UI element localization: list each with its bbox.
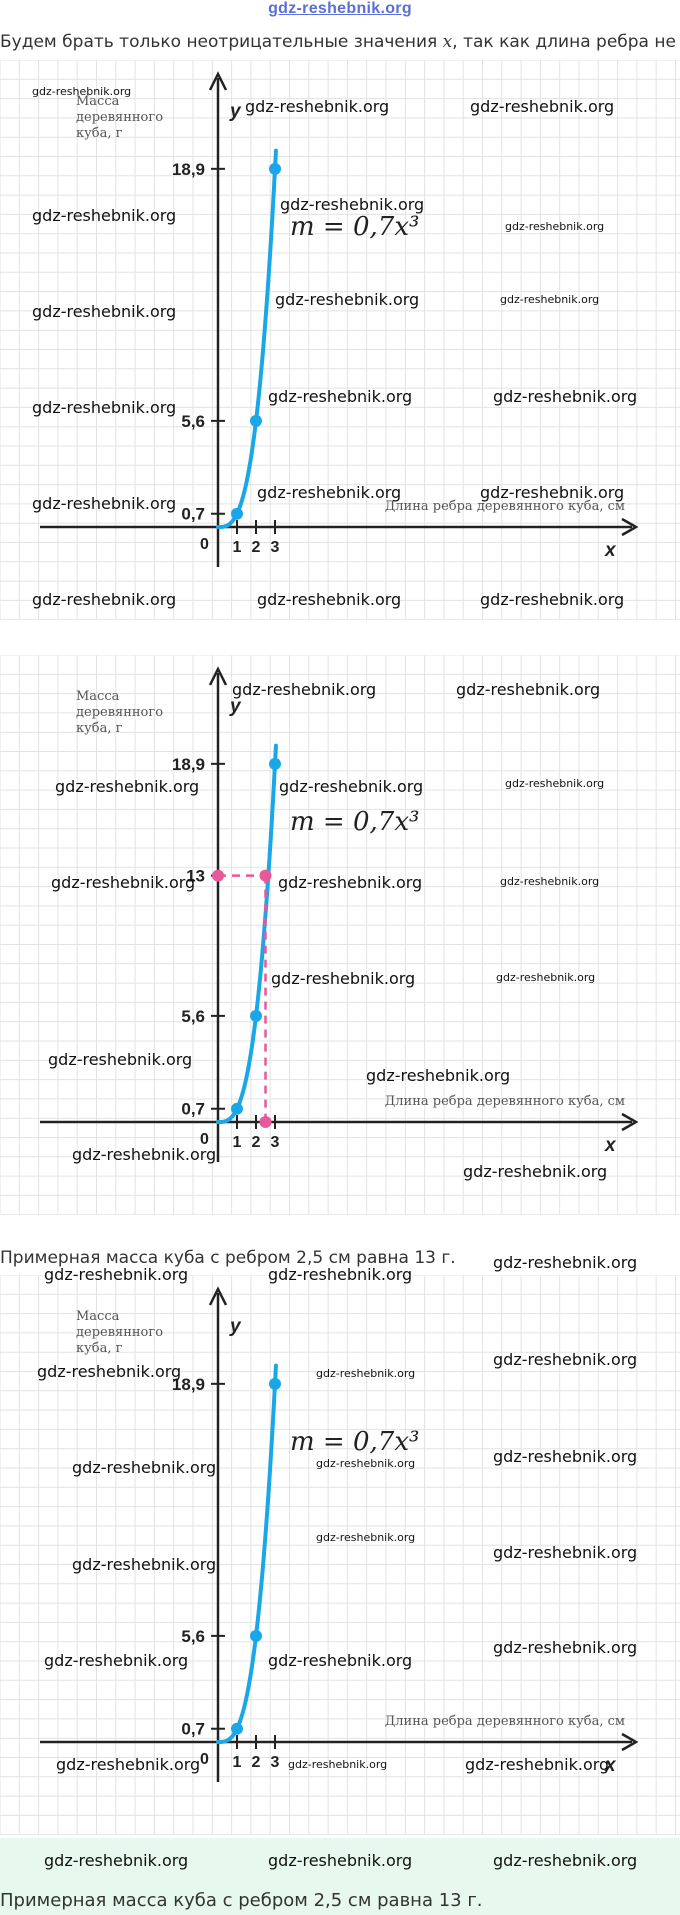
x-axis-name: x	[604, 1755, 617, 1776]
data-point	[231, 1722, 243, 1735]
x-axis-name: x	[604, 1135, 617, 1156]
x-tick-label: 1	[233, 1134, 242, 1151]
x-label: Длина ребра деревянного куба, см	[385, 1714, 625, 1729]
y-tick-label: 5,6	[181, 1627, 205, 1646]
y-label-line: куба, г	[76, 126, 123, 141]
origin-label: 0	[200, 536, 209, 553]
x-label: Длина ребра деревянного куба, см	[385, 1094, 625, 1109]
grid	[0, 1275, 680, 1835]
highlight-y-point	[212, 869, 224, 882]
x-tick-label: 2	[252, 1754, 261, 1771]
x-tick-label: 3	[271, 1134, 280, 1151]
x-tick-label: 2	[252, 539, 261, 556]
data-point	[250, 1009, 262, 1022]
x-tick-label: 1	[233, 1754, 242, 1771]
y-label-line: куба, г	[76, 721, 123, 736]
data-point	[250, 1629, 262, 1642]
grid	[0, 60, 680, 620]
x-axis-arrow	[621, 1732, 639, 1752]
y-tick-label: 18,9	[172, 160, 205, 179]
data-point	[231, 1102, 243, 1115]
y-tick-label: 18,9	[172, 755, 205, 774]
highlight-x-point	[259, 1116, 272, 1128]
y-label-line: деревянного	[76, 1325, 163, 1340]
y-label-line: деревянного	[76, 110, 163, 125]
y-tick-label: 5,6	[181, 412, 205, 431]
y-axis-name: y	[229, 1316, 242, 1337]
x-tick-label: 1	[233, 539, 242, 556]
x-axis-name: x	[604, 540, 617, 561]
y-tick-label: 0,7	[181, 1100, 205, 1119]
curve	[216, 743, 278, 1124]
highlight-curve-point	[259, 869, 272, 882]
y-tick-label: 0,7	[181, 1720, 205, 1739]
x-axis-arrow	[621, 1112, 639, 1132]
formula: m = 0,7x³	[290, 212, 419, 242]
graph-2: y x Масса деревянного куба, г Длина ребра дер…	[0, 655, 680, 1215]
y-label-line: куба, г	[76, 1341, 123, 1356]
y-label-line: Масса	[76, 94, 120, 109]
y-tick-label: 5,6	[181, 1007, 205, 1026]
origin-label: 0	[200, 1751, 209, 1768]
y-label-line: Масса	[76, 689, 120, 704]
curve	[216, 148, 278, 529]
data-point	[269, 1377, 281, 1390]
y-tick-label: 18,9	[172, 1375, 205, 1394]
y-label-line: деревянного	[76, 705, 163, 720]
answer-band	[0, 1838, 680, 1915]
x-tick-label: 2	[252, 1134, 261, 1151]
y-tick-label: 13	[186, 867, 205, 886]
data-point	[231, 507, 243, 520]
origin-label: 0	[200, 1131, 209, 1148]
curve	[216, 1363, 278, 1744]
answer-text-2: Примерная масса куба с ребром 2,5 см рав…	[0, 1890, 483, 1911]
intro-text: Будем брать только неотрицательные значе…	[0, 32, 680, 52]
intro-text-tail: , так как длина ребра не	[452, 32, 676, 52]
data-point	[269, 162, 281, 175]
data-point	[250, 414, 262, 427]
y-axis-arrow	[208, 71, 228, 91]
data-point	[269, 757, 281, 770]
answer-text-1: Примерная масса куба с ребром 2,5 см рав…	[0, 1248, 456, 1268]
graph-3: y x Масса деревянного куба, г Длина ребра дер…	[0, 1275, 680, 1835]
y-axis-arrow	[208, 666, 228, 686]
x-tick-label: 3	[271, 539, 280, 556]
y-tick-label: 0,7	[181, 505, 205, 524]
y-axis-arrow	[208, 1286, 228, 1306]
top-watermark[interactable]: gdz-reshebnik.org	[268, 0, 412, 17]
x-label: Длина ребра деревянного куба, см	[385, 499, 625, 514]
y-axis-name: y	[229, 696, 242, 717]
x-axis-arrow	[621, 517, 639, 537]
grid	[0, 655, 680, 1215]
formula: m = 0,7x³	[290, 807, 419, 837]
y-label-line: Масса	[76, 1309, 120, 1324]
formula: m = 0,7x³	[290, 1427, 419, 1457]
x-tick-label: 3	[271, 1754, 280, 1771]
graph-1: y x Масса деревянного куба, г Длина ребра дер…	[0, 60, 680, 620]
intro-variable: x	[442, 32, 453, 52]
y-axis-name: y	[229, 101, 242, 122]
intro-text-main: Будем брать только неотрицательные значе…	[0, 32, 438, 52]
